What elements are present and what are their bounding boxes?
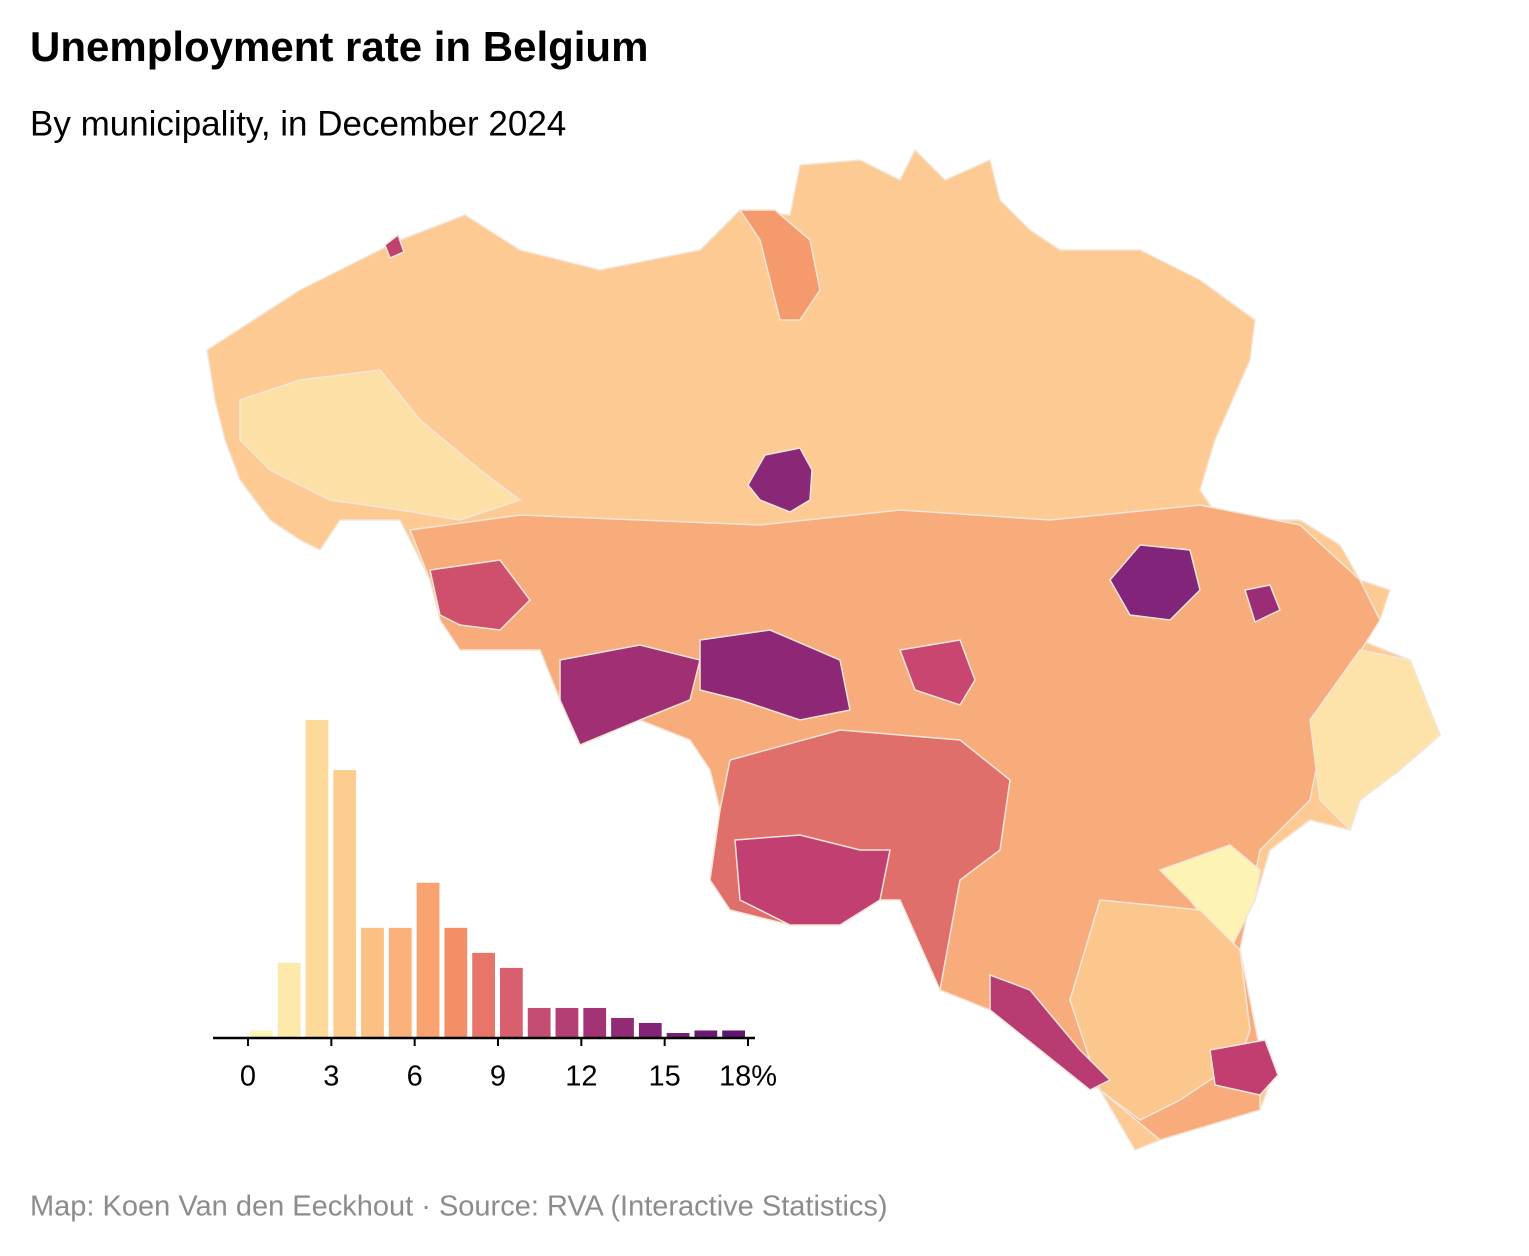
arlon [1209,1039,1279,1096]
east-cantons [1309,649,1441,832]
x-tick-label: 9 [490,1061,506,1093]
x-tick-label: 18% [719,1061,777,1093]
histogram-bar [361,927,384,1038]
histogram-bar [388,927,412,1038]
mons-borinage [559,644,701,746]
histogram-bar [666,1032,690,1038]
chimay [734,834,891,926]
west-flanders-light [239,369,522,521]
eeklo-area [738,209,821,321]
histogram-bar [444,927,468,1038]
x-tick-label: 15 [649,1061,681,1093]
luxembourg [1069,899,1251,1121]
belgium-map [206,148,1441,1151]
histogram-bar [722,1030,745,1038]
histogram-bar [500,967,523,1038]
charleroi [699,629,851,721]
histogram: 0 3 6 9 12 15 18% [213,720,777,1093]
histogram-bar [694,1030,718,1038]
histogram-bar [333,770,357,1038]
x-tick-label: 6 [407,1061,423,1093]
x-tick-label: 12 [565,1061,597,1093]
histogram-bar [250,1030,273,1038]
verviers [1244,584,1281,624]
histogram-bar [638,1022,662,1038]
histogram-bar [527,1007,551,1038]
brussels [747,447,813,513]
x-tick-label: 0 [240,1061,256,1093]
subtitle: By municipality, in December 2024 [30,104,566,143]
histogram-bar [277,962,301,1038]
x-tick-label: 3 [323,1061,339,1093]
ostend [384,233,405,259]
title: Unemployment rate in Belgium [30,23,648,70]
semois [989,973,1112,1091]
histogram-bar [416,882,440,1038]
liege [1109,544,1201,621]
histogram-bar [472,952,495,1038]
histogram-bar [611,1017,634,1038]
histogram-bar [555,1007,579,1038]
histogram-bar [305,720,329,1038]
source: Map: Koen Van den Eeckhout · Source: RVA… [30,1191,888,1223]
namur-east [898,639,976,706]
luxembourg-north [1158,844,1261,952]
west-hainaut [429,559,531,631]
histogram-bar [583,1007,607,1038]
